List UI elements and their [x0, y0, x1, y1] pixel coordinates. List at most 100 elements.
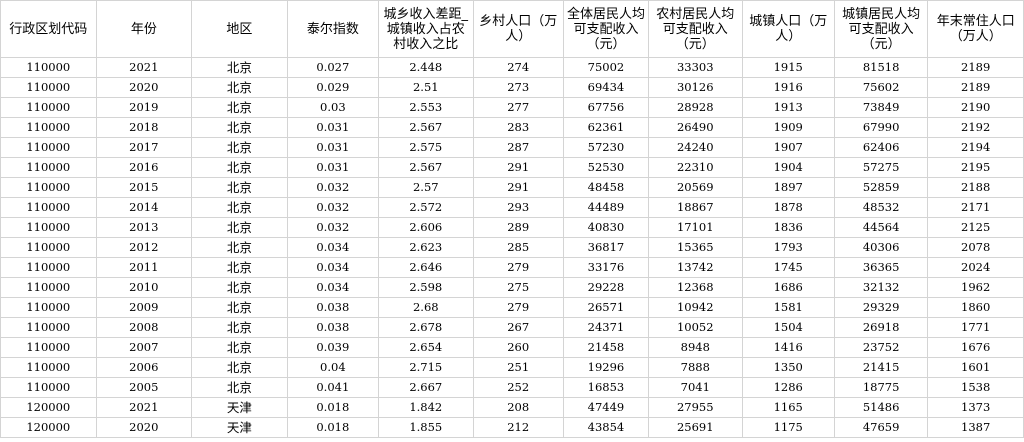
table-cell[interactable]: 2024	[927, 257, 1024, 278]
table-cell[interactable]: 36817	[562, 237, 650, 258]
table-cell[interactable]: 62406	[833, 137, 929, 158]
table-cell[interactable]: 0.04	[286, 357, 380, 378]
table-cell[interactable]: 2.567	[378, 157, 474, 178]
table-cell[interactable]: 1771	[927, 317, 1024, 338]
table-cell[interactable]: 12368	[648, 277, 743, 298]
table-cell[interactable]: 29228	[562, 277, 650, 298]
table-cell[interactable]: 27955	[648, 397, 743, 418]
table-cell[interactable]: 15365	[648, 237, 743, 258]
table-cell[interactable]: 2009	[95, 297, 193, 318]
table-cell[interactable]: 北京	[191, 257, 288, 278]
table-cell[interactable]: 57230	[562, 137, 650, 158]
table-cell[interactable]: 天津	[191, 417, 288, 438]
table-cell[interactable]: 48458	[562, 177, 650, 198]
table-cell[interactable]: 北京	[191, 177, 288, 198]
table-cell[interactable]: 33303	[648, 57, 743, 78]
table-cell[interactable]: 110000	[0, 357, 97, 378]
table-cell[interactable]: 1286	[741, 377, 835, 398]
table-cell[interactable]: 0.032	[286, 177, 380, 198]
table-cell[interactable]: 1416	[741, 337, 835, 358]
table-cell[interactable]: 2.575	[378, 137, 474, 158]
header-cell[interactable]: 城乡收入差距_城镇收入占农村收入之比	[378, 0, 474, 58]
table-cell[interactable]: 47449	[562, 397, 650, 418]
table-cell[interactable]: 120000	[0, 397, 97, 418]
table-cell[interactable]: 北京	[191, 377, 288, 398]
table-cell[interactable]: 0.032	[286, 217, 380, 238]
table-cell[interactable]: 2.598	[378, 277, 474, 298]
table-cell[interactable]: 0.038	[286, 297, 380, 318]
table-cell[interactable]: 2.715	[378, 357, 474, 378]
table-cell[interactable]: 2015	[95, 177, 193, 198]
header-cell[interactable]: 年份	[95, 0, 193, 58]
table-cell[interactable]: 40306	[833, 237, 929, 258]
table-cell[interactable]: 1175	[741, 417, 835, 438]
table-cell[interactable]: 10052	[648, 317, 743, 338]
table-cell[interactable]: 2.654	[378, 337, 474, 358]
table-cell[interactable]: 2189	[927, 57, 1024, 78]
header-cell[interactable]: 城镇人口（万人）	[741, 0, 835, 58]
table-cell[interactable]: 2020	[95, 417, 193, 438]
table-cell[interactable]: 252	[472, 377, 564, 398]
table-cell[interactable]: 1350	[741, 357, 835, 378]
table-cell[interactable]: 267	[472, 317, 564, 338]
table-cell[interactable]: 69434	[562, 77, 650, 98]
table-cell[interactable]: 2020	[95, 77, 193, 98]
table-cell[interactable]: 1538	[927, 377, 1024, 398]
table-cell[interactable]: 52530	[562, 157, 650, 178]
table-cell[interactable]: 208	[472, 397, 564, 418]
table-cell[interactable]: 0.034	[286, 257, 380, 278]
table-cell[interactable]: 110000	[0, 137, 97, 158]
table-cell[interactable]: 1.842	[378, 397, 474, 418]
table-cell[interactable]: 30126	[648, 77, 743, 98]
table-cell[interactable]: 2188	[927, 177, 1024, 198]
table-cell[interactable]: 21458	[562, 337, 650, 358]
table-cell[interactable]: 1745	[741, 257, 835, 278]
table-cell[interactable]: 2012	[95, 237, 193, 258]
table-cell[interactable]: 1878	[741, 197, 835, 218]
table-cell[interactable]: 2.667	[378, 377, 474, 398]
table-cell[interactable]: 1.855	[378, 417, 474, 438]
table-cell[interactable]: 28928	[648, 97, 743, 118]
table-cell[interactable]: 北京	[191, 357, 288, 378]
table-cell[interactable]: 2005	[95, 377, 193, 398]
table-cell[interactable]: 62361	[562, 117, 650, 138]
table-cell[interactable]: 67990	[833, 117, 929, 138]
table-cell[interactable]: 0.032	[286, 197, 380, 218]
table-cell[interactable]: 2.646	[378, 257, 474, 278]
table-cell[interactable]: 2171	[927, 197, 1024, 218]
table-cell[interactable]: 2008	[95, 317, 193, 338]
table-cell[interactable]: 2.623	[378, 237, 474, 258]
header-cell[interactable]: 年末常住人口（万人）	[927, 0, 1024, 58]
table-cell[interactable]: 1601	[927, 357, 1024, 378]
table-cell[interactable]: 110000	[0, 97, 97, 118]
table-cell[interactable]: 0.018	[286, 397, 380, 418]
table-cell[interactable]: 110000	[0, 117, 97, 138]
table-cell[interactable]: 8948	[648, 337, 743, 358]
table-cell[interactable]: 283	[472, 117, 564, 138]
table-cell[interactable]: 1962	[927, 277, 1024, 298]
table-cell[interactable]: 10942	[648, 297, 743, 318]
table-cell[interactable]: 21415	[833, 357, 929, 378]
table-cell[interactable]: 2006	[95, 357, 193, 378]
table-cell[interactable]: 212	[472, 417, 564, 438]
table-cell[interactable]: 25691	[648, 417, 743, 438]
table-cell[interactable]: 1676	[927, 337, 1024, 358]
header-cell[interactable]: 行政区划代码	[0, 0, 97, 58]
table-cell[interactable]: 2078	[927, 237, 1024, 258]
table-cell[interactable]: 1913	[741, 97, 835, 118]
table-cell[interactable]: 2.567	[378, 117, 474, 138]
header-cell[interactable]: 城镇居民人均可支配收入（元）	[833, 0, 929, 58]
table-cell[interactable]: 67756	[562, 97, 650, 118]
table-cell[interactable]: 2021	[95, 397, 193, 418]
table-cell[interactable]: 75002	[562, 57, 650, 78]
table-cell[interactable]: 2.606	[378, 217, 474, 238]
table-cell[interactable]: 1387	[927, 417, 1024, 438]
table-cell[interactable]: 北京	[191, 157, 288, 178]
table-cell[interactable]: 北京	[191, 237, 288, 258]
table-cell[interactable]: 120000	[0, 417, 97, 438]
table-cell[interactable]: 110000	[0, 217, 97, 238]
table-cell[interactable]: 2.572	[378, 197, 474, 218]
table-cell[interactable]: 2014	[95, 197, 193, 218]
table-cell[interactable]: 2.57	[378, 177, 474, 198]
table-cell[interactable]: 110000	[0, 77, 97, 98]
